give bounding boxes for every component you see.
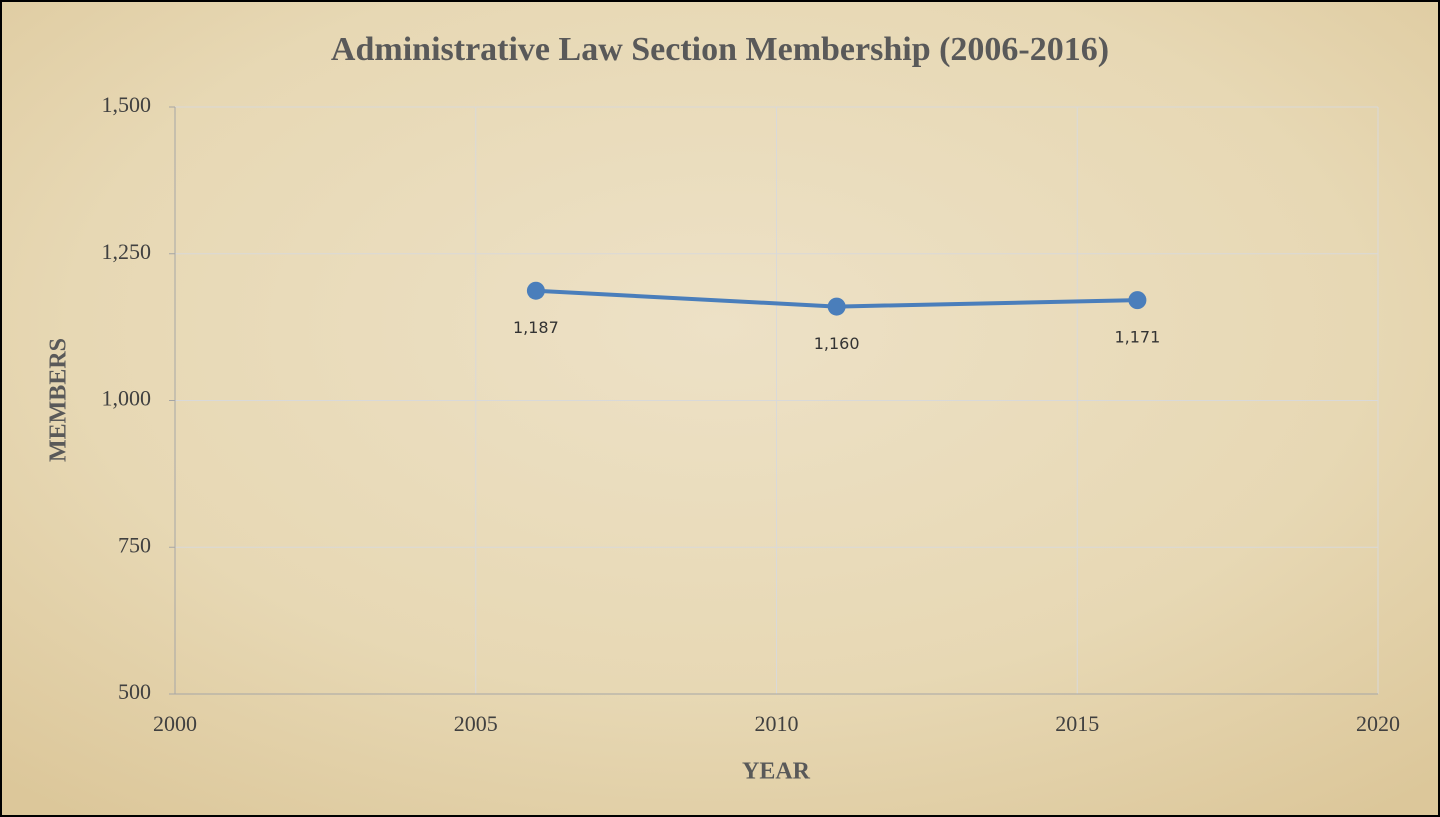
data-label: 1,171	[1114, 328, 1160, 347]
y-tick-label: 500	[118, 679, 151, 704]
data-point	[526, 281, 545, 300]
x-tick-label: 2015	[1055, 711, 1099, 736]
chart-title: Administrative Law Section Membership (2…	[331, 31, 1109, 68]
x-axis-label: YEAR	[742, 759, 811, 785]
x-tick-label: 2020	[1356, 711, 1400, 736]
data-point	[827, 297, 846, 316]
data-label: 1,160	[814, 334, 860, 353]
x-tick-label: 2005	[454, 711, 498, 736]
y-tick-label: 1,000	[102, 386, 152, 411]
y-tick-label: 750	[118, 532, 151, 557]
y-axis-label: MEMBERS	[46, 338, 72, 462]
x-tick-label: 2000	[153, 711, 197, 736]
x-tick-label: 2010	[755, 711, 799, 736]
y-tick-label: 1,250	[102, 239, 152, 264]
y-tick-label: 1,500	[102, 92, 152, 117]
data-label: 1,187	[513, 318, 559, 337]
data-point	[1128, 291, 1147, 310]
